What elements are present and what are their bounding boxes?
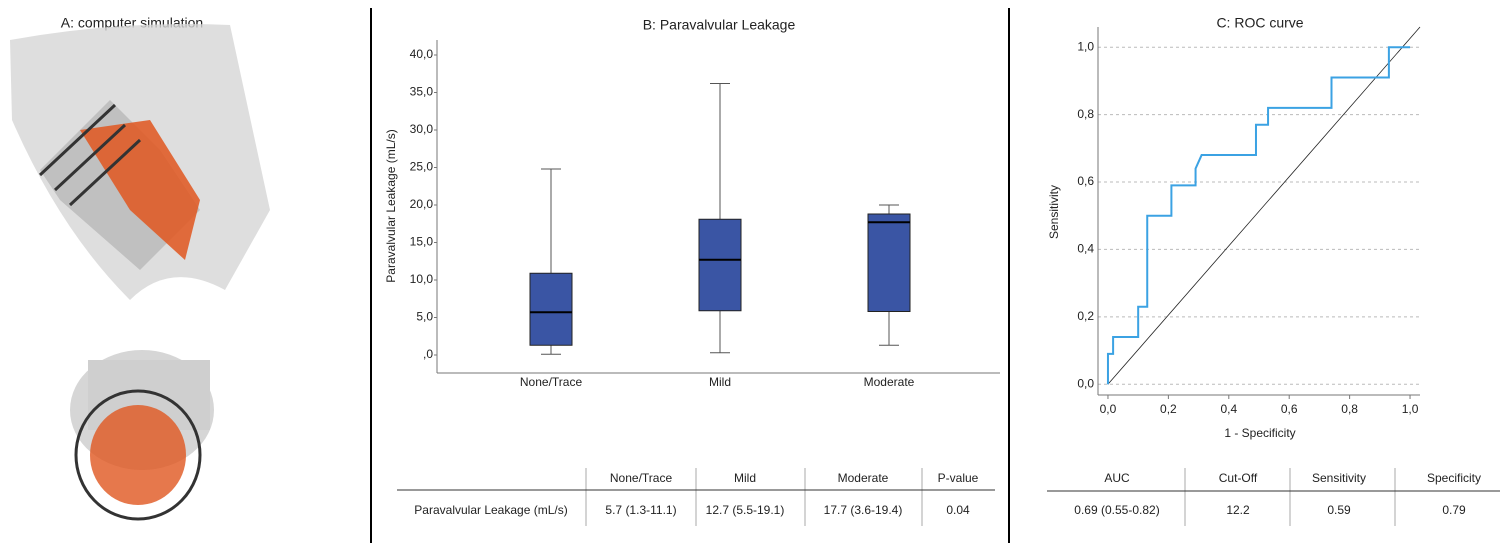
table-header: Specificity (1427, 471, 1481, 485)
x-tick-label: 0,4 (1220, 402, 1237, 416)
x-tick-label: 0,2 (1160, 402, 1177, 416)
table-cell: 17.7 (3.6-19.4) (824, 503, 903, 517)
x-tick-label: Mild (709, 375, 731, 389)
y-axis-label: Paravalvular Leakage (mL/s) (384, 129, 398, 282)
roc-curve (1106, 46, 1411, 385)
box (698, 218, 742, 312)
table-header: Sensitivity (1312, 471, 1366, 485)
x-tick-label: 1,0 (1402, 402, 1419, 416)
y-tick-label: 0,8 (1077, 107, 1094, 121)
reference-line (1107, 26, 1421, 385)
table-row-label: Paravalvular Leakage (mL/s) (414, 503, 567, 517)
simulation-render (10, 24, 270, 521)
y-tick-label: 30,0 (410, 122, 434, 136)
x-axis-label: 1 - Specificity (1224, 426, 1295, 440)
x-tick-label: 0,8 (1341, 402, 1358, 416)
y-tick-label: ,0 (423, 347, 433, 361)
table-header: Cut-Off (1219, 471, 1258, 485)
y-axis-label: Sensitivity (1047, 185, 1061, 239)
box (867, 213, 911, 312)
table-header: Mild (734, 471, 756, 485)
table-header: Moderate (838, 471, 889, 485)
table-cell: 0.69 (0.55-0.82) (1074, 503, 1159, 517)
chart-title: C: ROC curve (1216, 15, 1303, 31)
chart-title: B: Paravalvular Leakage (643, 17, 796, 33)
y-tick-label: 1,0 (1077, 39, 1094, 53)
table-cell: 5.7 (1.3-11.1) (605, 503, 676, 517)
y-tick-label: 10,0 (410, 272, 434, 286)
y-tick-label: 0,2 (1077, 309, 1094, 323)
y-tick-label: 40,0 (410, 47, 434, 61)
y-tick-label: 15,0 (410, 235, 434, 249)
table-cell: 0.04 (946, 503, 970, 517)
box (529, 272, 573, 346)
table-header: None/Trace (610, 471, 673, 485)
y-tick-label: 0,4 (1077, 242, 1094, 256)
y-tick-label: 5,0 (416, 310, 433, 324)
table-header: P-value (938, 471, 979, 485)
table-cell: 0.79 (1442, 503, 1466, 517)
y-tick-label: 20,0 (410, 197, 434, 211)
y-tick-label: 0,6 (1077, 174, 1094, 188)
table-cell: 12.7 (5.5-19.1) (706, 503, 785, 517)
x-tick-label: 0,0 (1100, 402, 1117, 416)
x-tick-label: Moderate (864, 375, 915, 389)
table-header: AUC (1104, 471, 1130, 485)
x-tick-label: None/Trace (520, 375, 583, 389)
table-cell: 12.2 (1226, 503, 1250, 517)
y-tick-label: 25,0 (410, 160, 434, 174)
y-tick-label: 0,0 (1077, 376, 1094, 390)
y-tick-label: 35,0 (410, 85, 434, 99)
x-tick-label: 0,6 (1281, 402, 1298, 416)
table-cell: 0.59 (1327, 503, 1351, 517)
